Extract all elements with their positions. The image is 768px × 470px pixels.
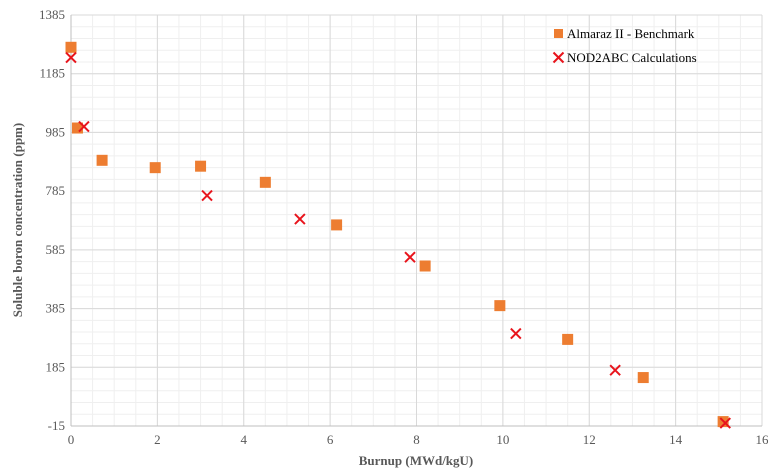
tick-labels: -15 185 385 585 785 985 1185 1385 0 2 4 6 8 10 12 14 16 (39, 7, 768, 447)
x-tick-label: 12 (583, 432, 596, 447)
x-tick-label: 8 (413, 432, 420, 447)
x-marker-stroke (510, 327, 522, 340)
data-point-calculations (65, 51, 77, 64)
data-point-calculations (719, 417, 731, 429)
data-point-benchmark (65, 41, 77, 53)
data-point-benchmark (562, 333, 574, 345)
y-tick-label: -15 (48, 418, 65, 433)
data-point-benchmark (195, 160, 207, 172)
data-point-benchmark (259, 176, 271, 188)
x-marker-stroke (78, 120, 90, 133)
y-tick-label: 585 (46, 242, 66, 257)
data-point-benchmark (637, 372, 649, 384)
data-point-calculations (201, 189, 213, 202)
x-marker-stroke (404, 251, 416, 263)
data-point-benchmark (331, 219, 343, 231)
data-point-calculations (78, 120, 90, 133)
y-axis-title: Soluble boron concentration (ppm) (10, 123, 25, 317)
y-tick-label: 185 (46, 359, 66, 374)
legend-label-calculations: NOD2ABC Calculations (567, 50, 697, 65)
y-tick-label: 785 (46, 183, 66, 198)
legend-marker-benchmark (554, 29, 563, 38)
series-benchmark (65, 41, 729, 428)
data-point-benchmark (419, 260, 431, 272)
legend: Almaraz II - Benchmark NOD2ABC Calculati… (552, 26, 697, 65)
x-marker-stroke (294, 213, 306, 225)
data-point-benchmark (96, 154, 108, 166)
legend-x-marker (552, 51, 565, 64)
x-marker-stroke (719, 417, 731, 429)
legend-marker-calculations (552, 51, 565, 64)
data-point-benchmark (494, 300, 506, 312)
y-tick-label: 985 (46, 124, 66, 139)
data-point-calculations (404, 251, 416, 263)
y-tick-label: 1185 (39, 66, 65, 81)
x-tick-label: 0 (68, 432, 75, 447)
data-series (65, 41, 731, 429)
x-tick-label: 16 (756, 432, 768, 447)
data-point-benchmark (149, 162, 161, 174)
x-marker-stroke (552, 51, 565, 64)
data-point-calculations (609, 364, 621, 376)
legend-label-benchmark: Almaraz II - Benchmark (567, 26, 695, 41)
x-marker-stroke (65, 51, 77, 64)
x-marker-stroke (609, 364, 621, 376)
x-marker-stroke (201, 189, 213, 202)
y-tick-label: 385 (46, 301, 66, 316)
x-tick-label: 14 (669, 432, 683, 447)
x-tick-label: 6 (327, 432, 334, 447)
data-point-calculations (510, 327, 522, 340)
data-point-benchmark (71, 122, 83, 134)
x-tick-label: 2 (154, 432, 161, 447)
x-tick-label: 10 (496, 432, 509, 447)
x-axis-title: Burnup (MWd/kgU) (359, 453, 474, 468)
data-point-calculations (294, 213, 306, 225)
grid (70, 14, 763, 427)
series-calculations (65, 51, 731, 429)
x-tick-label: 4 (241, 432, 248, 447)
axes (70, 15, 762, 427)
y-tick-label: 1385 (39, 7, 65, 22)
